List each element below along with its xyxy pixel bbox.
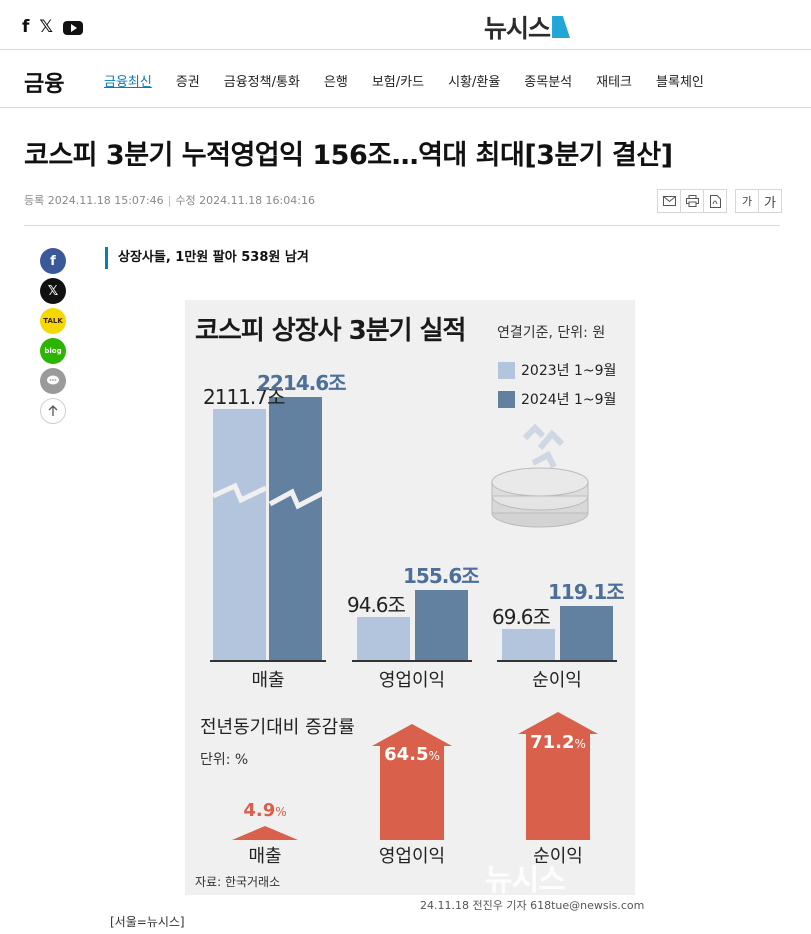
baseline-sales	[210, 660, 326, 662]
pdf-icon[interactable]	[703, 189, 727, 213]
legend-swatch-2024	[498, 390, 515, 408]
nav-item-insurance[interactable]: 보험/카드	[371, 75, 425, 90]
legend-item-2023: 2023년 1~9월	[498, 360, 616, 380]
baseline-operating-profit	[352, 660, 472, 662]
value-label-2024-sales: 2214.6조	[257, 371, 347, 395]
x-icon[interactable]: 𝕏	[39, 17, 54, 37]
growth-value-operating-profit: 64.5%	[384, 744, 440, 765]
font-increase-button[interactable]: 가	[758, 189, 782, 213]
bar-2023-operating-profit	[357, 617, 410, 660]
growth-value-sales: 4.9%	[243, 800, 287, 821]
growth-category-sales: 매출	[248, 846, 282, 867]
site-logo[interactable]: 뉴시스	[484, 9, 571, 45]
category-label-sales: 매출	[251, 670, 285, 691]
email-icon[interactable]	[657, 189, 681, 213]
infographic: 코스피 상장사 3분기 실적 연결기준, 단위: 원 2023년 1~9월 20…	[185, 300, 635, 898]
facebook-share-icon[interactable]: f	[40, 248, 66, 274]
nav-item-finance-latest[interactable]: 금융최신	[104, 75, 152, 90]
growth-category-operating-profit: 영업이익	[378, 846, 446, 867]
value-label-2024-operating-profit: 155.6조	[403, 564, 480, 588]
coin-stack-illustration	[491, 423, 589, 528]
value-label-2023-sales: 2111.7조	[203, 385, 285, 409]
social-links: f 𝕏	[22, 17, 84, 37]
legend-swatch-2023	[498, 361, 515, 379]
value-label-2024-net-profit: 119.1조	[548, 580, 625, 604]
infographic-unit: 연결기준, 단위: 원	[497, 325, 606, 341]
x-share-icon[interactable]: 𝕏	[40, 278, 66, 304]
headline-divider	[24, 225, 780, 226]
nav-item-market[interactable]: 시황/환율	[448, 75, 501, 90]
logo-text: 뉴시스	[484, 14, 551, 43]
article-meta: 등록 2024.11.18 15:07:46 | 수정 2024.11.18 16:…	[24, 194, 315, 207]
legend: 2023년 1~9월 2024년 1~9월	[498, 360, 616, 418]
nav-item-policy[interactable]: 금융정책/통화	[223, 75, 300, 90]
growth-category-net-profit: 순이익	[533, 846, 583, 867]
logo-mark-icon	[552, 16, 571, 38]
blog-share-icon[interactable]: blog	[40, 338, 66, 364]
top-bar: f 𝕏 뉴시스	[0, 0, 811, 50]
growth-unit: 단위: %	[200, 752, 249, 768]
nav-item-finance-tech[interactable]: 재테크	[596, 75, 633, 90]
category-label-operating-profit: 영업이익	[378, 670, 446, 691]
modified-time: 수정 2024.11.18 16:04:16	[175, 194, 315, 207]
axis-break-icon	[211, 482, 327, 510]
bar-2023-sales	[213, 409, 266, 660]
section-menu: 금융최신 증권 금융정책/통화 은행 보험/카드 시황/환율 종목분석 재테크 …	[104, 71, 728, 90]
growth-title: 전년동기대비 증감률	[200, 717, 355, 738]
kakaotalk-share-icon[interactable]: TALK	[40, 308, 66, 334]
facebook-icon[interactable]: f	[22, 17, 30, 37]
bar-2024-sales	[269, 397, 322, 660]
bar-2024-net-profit	[560, 606, 613, 660]
dateline: [서울=뉴시스]	[110, 915, 185, 929]
legend-item-2024: 2024년 1~9월	[498, 389, 616, 409]
font-decrease-button[interactable]: 가	[735, 189, 759, 213]
youtube-icon[interactable]	[63, 21, 84, 35]
category-label-net-profit: 순이익	[532, 670, 582, 691]
nav-item-stock-analysis[interactable]: 종목분석	[524, 75, 573, 90]
infographic-source: 자료: 한국거래소	[195, 875, 281, 889]
infographic-title: 코스피 상장사 3분기 실적	[195, 316, 466, 346]
nav-item-securities[interactable]: 증권	[175, 75, 200, 90]
baseline-net-profit	[497, 660, 617, 662]
photo-credit: 24.11.18 전진우 기자 618tue@newsis.com	[420, 899, 645, 912]
growth-arrow-operating-profit	[372, 724, 452, 840]
bar-2024-operating-profit	[415, 590, 468, 660]
comment-icon[interactable]	[40, 368, 66, 394]
share-sidebar: f 𝕏 TALK blog	[40, 248, 66, 424]
value-label-2023-operating-profit: 94.6조	[347, 593, 406, 617]
nav-item-blockchain[interactable]: 블록체인	[656, 75, 704, 90]
nav-item-bank[interactable]: 은행	[323, 75, 348, 90]
registered-time: 등록 2024.11.18 15:07:46	[24, 194, 164, 207]
article-tools: 가 가	[657, 189, 782, 213]
bar-2023-net-profit	[502, 629, 555, 660]
article-headline: 코스피 3분기 누적영업익 156조…역대 최대[3분기 결산]	[24, 140, 673, 171]
article-subtitle: 상장사들, 1만원 팔아 538원 남겨	[105, 247, 309, 269]
print-icon[interactable]	[680, 189, 704, 213]
section-nav: 금융 금융최신 증권 금융정책/통화 은행 보험/카드 시황/환율 종목분석 재…	[0, 51, 811, 108]
watermark: 뉴시스	[485, 863, 566, 898]
section-title[interactable]: 금융	[24, 72, 65, 97]
scroll-top-icon[interactable]	[40, 398, 66, 424]
growth-arrow-net-profit	[518, 712, 598, 840]
growth-value-net-profit: 71.2%	[530, 732, 586, 753]
value-label-2023-net-profit: 69.6조	[492, 605, 551, 629]
legend-label-2024: 2024년 1~9월	[521, 392, 617, 408]
legend-label-2023: 2023년 1~9월	[521, 363, 617, 379]
growth-arrow-sales	[232, 826, 298, 840]
